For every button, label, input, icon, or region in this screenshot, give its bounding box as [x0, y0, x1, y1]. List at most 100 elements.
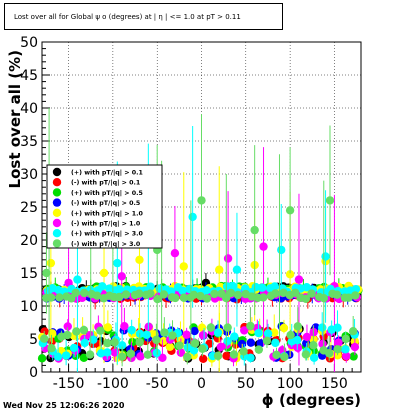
- data-point-4: [103, 323, 113, 332]
- data-point-6: [80, 338, 89, 348]
- data-point-5: [176, 348, 186, 357]
- legend-marker: [52, 218, 62, 228]
- data-point-7: [159, 290, 169, 299]
- legend-marker: [52, 229, 62, 238]
- data-point-7: [190, 339, 200, 348]
- legend-marker: [52, 188, 62, 197]
- data-point-7: [72, 327, 81, 336]
- data-point-7: [226, 288, 236, 298]
- data-point-7: [213, 351, 223, 361]
- data-point-6: [270, 282, 279, 291]
- data-point-7: [309, 341, 318, 350]
- data-point-7: [126, 349, 135, 358]
- data-point-7: [183, 352, 192, 362]
- data-point-6: [309, 353, 319, 363]
- data-point-1: [222, 351, 231, 361]
- data-point-7: [152, 335, 161, 345]
- data-point-7: [168, 331, 177, 340]
- y-tick-label: 20: [20, 233, 38, 249]
- data-point-7: [325, 196, 335, 205]
- legend-entry: (-) with pT/|q| > 3.0: [71, 241, 141, 249]
- data-point-7: [280, 352, 289, 362]
- data-point-6: [69, 343, 79, 353]
- data-point-7: [42, 268, 51, 278]
- data-point-7: [179, 293, 189, 302]
- data-point-5: [120, 322, 129, 331]
- data-point-7: [325, 349, 334, 358]
- data-point-7: [171, 293, 180, 303]
- y-tick-label: 0: [29, 365, 38, 381]
- data-point-5: [182, 330, 191, 339]
- data-point-4: [285, 270, 295, 279]
- chart-title-box: Lost over all for Global ψ ο (degrees) a…: [4, 3, 283, 30]
- data-point-4: [215, 265, 224, 274]
- data-point-4: [46, 258, 56, 268]
- data-point-7: [210, 289, 219, 299]
- data-point-7: [307, 289, 316, 298]
- data-point-7: [47, 344, 56, 353]
- data-point-6: [115, 285, 124, 294]
- data-point-5: [117, 272, 126, 281]
- data-point-7: [254, 345, 264, 354]
- data-point-5: [223, 254, 233, 263]
- data-point-7: [202, 294, 212, 303]
- data-point-7: [206, 323, 216, 332]
- data-point-4: [135, 255, 144, 264]
- data-point-7: [259, 293, 268, 302]
- y-tick-label: 45: [20, 68, 38, 84]
- data-point-6: [351, 284, 361, 294]
- data-point-4: [165, 342, 175, 351]
- data-point-6: [232, 265, 242, 274]
- data-point-7: [63, 330, 72, 340]
- chart-title: Lost over all for Global ψ ο (degrees) a…: [14, 13, 241, 21]
- data-point-6: [318, 323, 327, 332]
- data-point-7: [272, 350, 281, 360]
- data-point-6: [73, 275, 82, 284]
- legend-entry: (+) with pT/|q| > 3.0: [71, 231, 144, 239]
- data-point-5: [293, 343, 303, 353]
- data-point-2: [37, 354, 47, 363]
- x-axis-label: ϕ (degrees): [262, 391, 361, 409]
- data-point-6: [333, 323, 342, 332]
- data-point-3: [256, 339, 265, 348]
- legend-marker: [52, 198, 62, 207]
- data-point-7: [291, 288, 300, 297]
- data-point-6: [113, 258, 122, 268]
- data-point-6: [223, 336, 232, 346]
- data-point-7: [39, 334, 49, 343]
- data-point-7: [198, 344, 207, 354]
- data-point-6: [178, 286, 187, 295]
- data-point-5: [318, 339, 327, 349]
- data-point-7: [46, 293, 56, 302]
- data-point-2: [79, 353, 89, 363]
- data-point-6: [230, 332, 239, 341]
- data-point-6: [103, 348, 112, 357]
- data-point-6: [61, 351, 71, 360]
- data-point-7: [293, 322, 302, 331]
- data-point-7: [197, 196, 206, 205]
- data-point-2: [349, 352, 358, 361]
- data-point-6: [271, 338, 280, 348]
- data-point-7: [92, 291, 102, 300]
- data-point-6: [263, 329, 273, 338]
- legend-marker: [52, 239, 62, 248]
- data-point-7: [85, 350, 95, 359]
- data-point-7: [229, 350, 239, 359]
- y-tick-label: 5: [29, 332, 38, 348]
- data-point-7: [341, 334, 351, 344]
- legend-entry: (-) with pT/|q| > 1.0: [71, 221, 141, 229]
- data-point-4: [179, 262, 188, 271]
- data-point-7: [223, 323, 232, 332]
- data-point-7: [239, 347, 248, 356]
- data-point-6: [254, 328, 263, 338]
- data-point-6: [341, 345, 350, 354]
- data-point-4: [279, 323, 289, 333]
- data-point-6: [277, 245, 286, 255]
- data-point-6: [127, 325, 136, 335]
- legend-entry: (-) with pT/|q| > 0.1: [71, 180, 140, 188]
- data-point-6: [189, 346, 199, 355]
- data-point-7: [135, 338, 144, 347]
- data-point-5: [63, 322, 72, 331]
- data-point-7: [79, 288, 89, 298]
